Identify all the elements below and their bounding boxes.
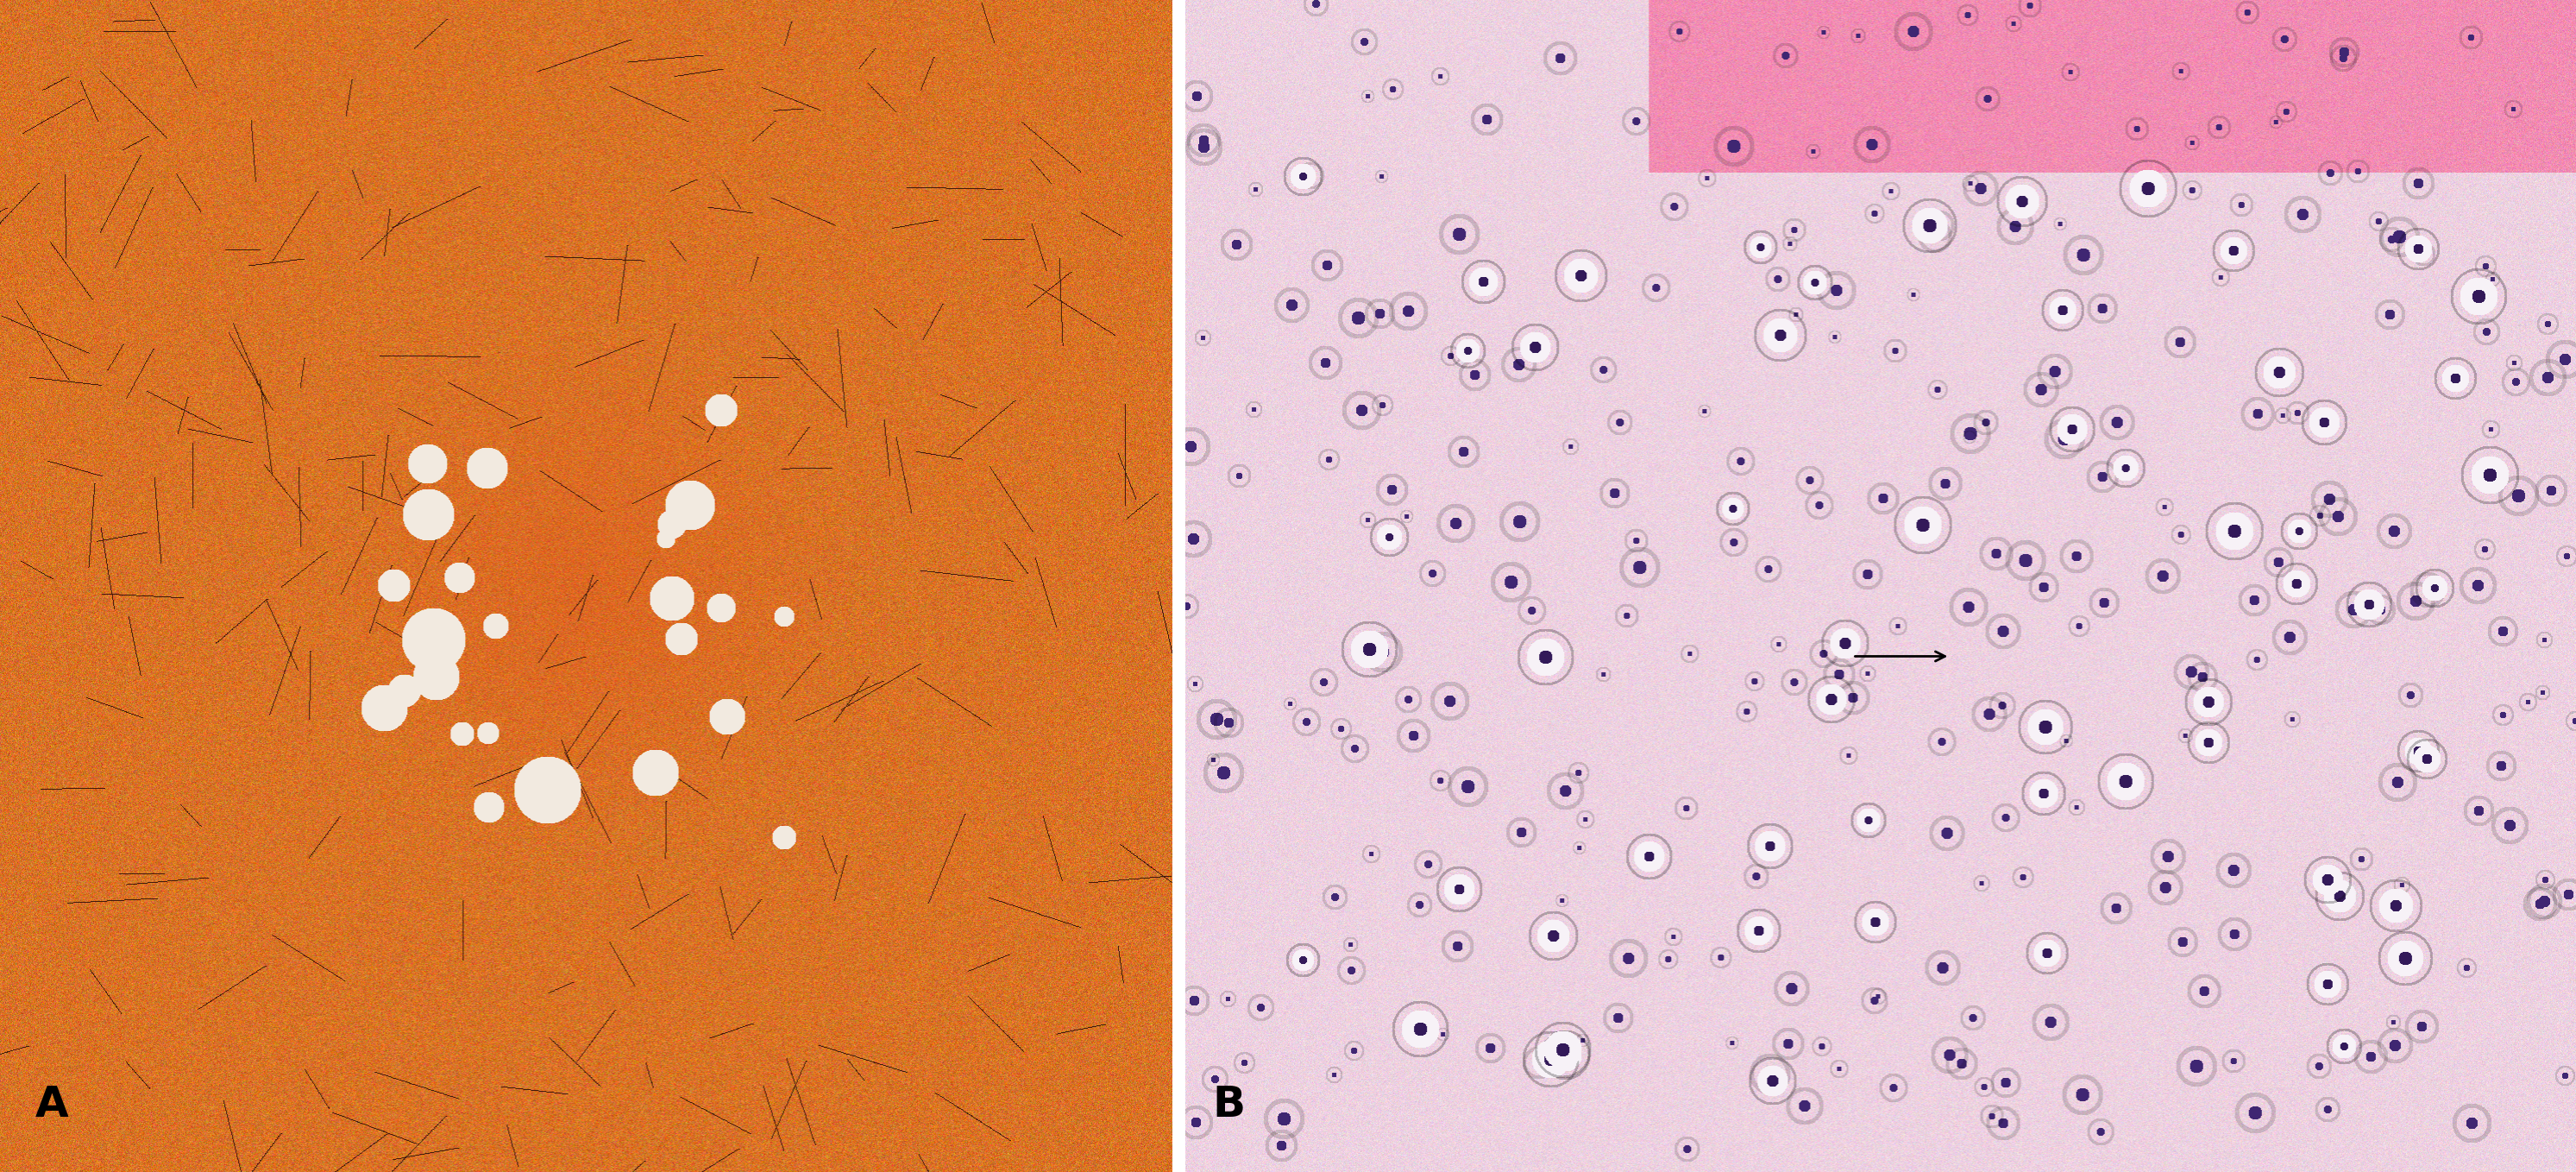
Text: B: B	[1213, 1084, 1247, 1125]
Text: A: A	[36, 1084, 70, 1125]
